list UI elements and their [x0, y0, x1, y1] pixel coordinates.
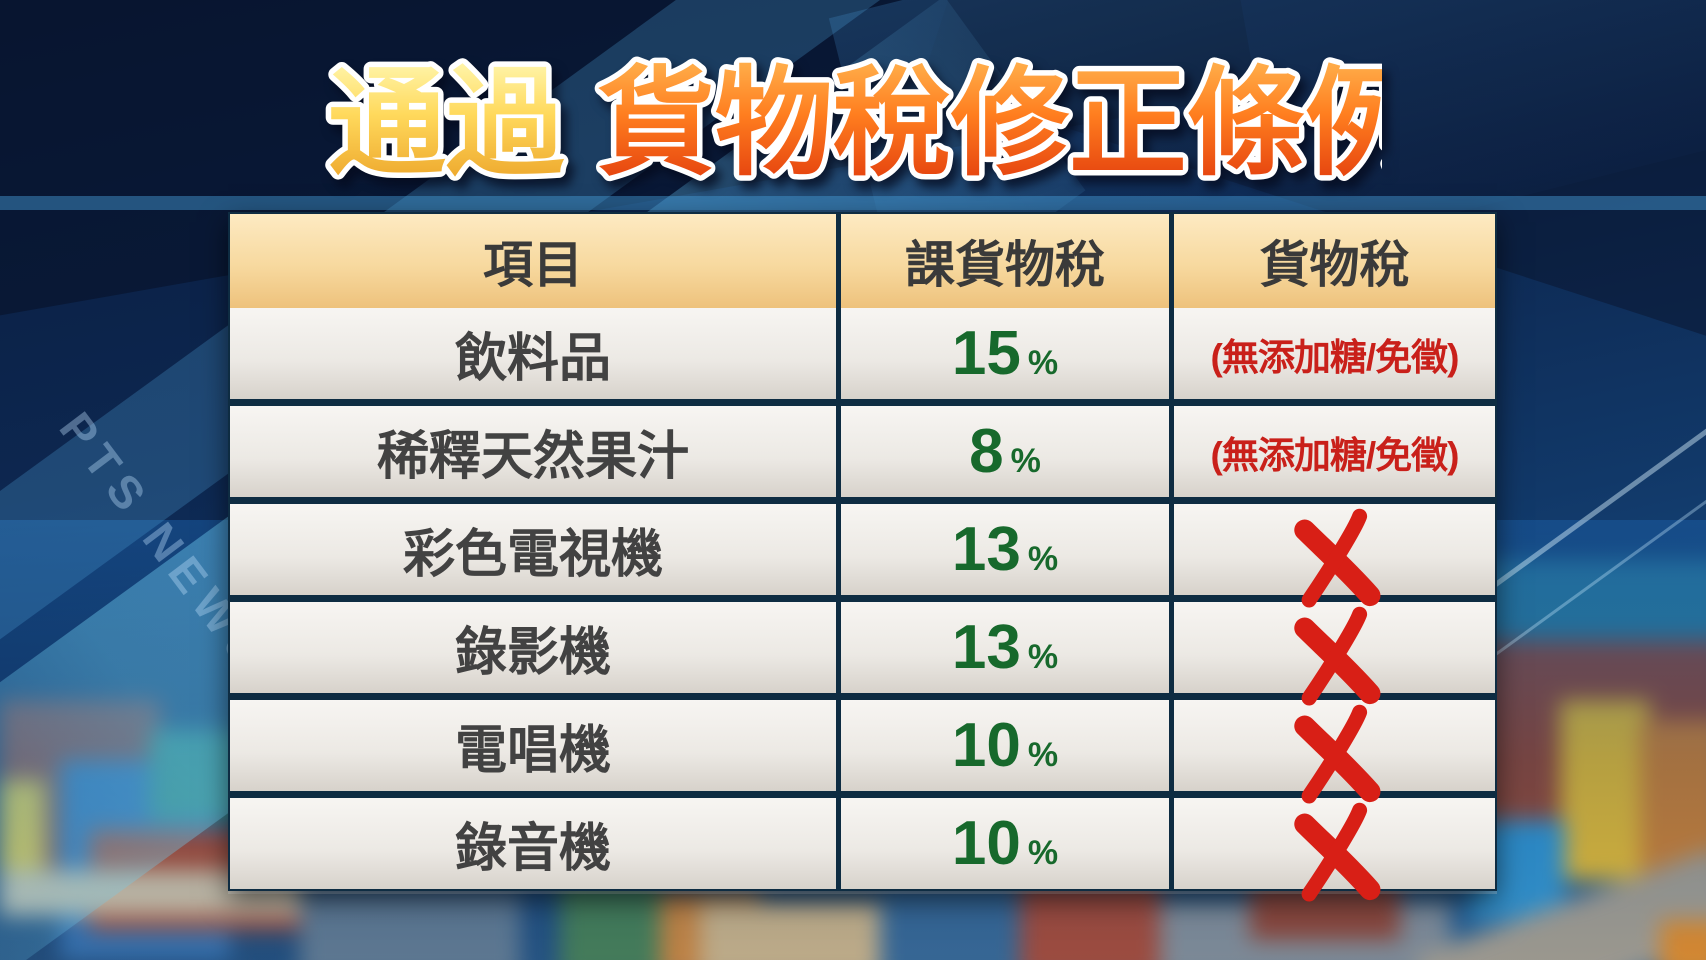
- tax-rate: 13%: [951, 514, 1059, 584]
- cancelled-x-icon: [1293, 508, 1380, 607]
- item-name: 錄音機: [454, 820, 611, 878]
- headline-highlight: 通過: [328, 58, 565, 190]
- item-name: 飲料品: [454, 330, 611, 388]
- tax-rate: 15%: [951, 318, 1059, 388]
- percent-sign: %: [1027, 343, 1059, 382]
- tax-rate: 13%: [951, 612, 1059, 682]
- table-body: 飲料品 15% (無添加糖/免徵) 稀釋天然果汁 8% (無添加糖/免徵) 彩色電視機 13%…: [230, 308, 1495, 901]
- item-name: 彩色電視機: [402, 526, 663, 584]
- cancelled-x-icon: [1293, 802, 1380, 901]
- svg-text:通過 貨物稅修正條例: 通過 貨物稅修正條例: [328, 58, 1382, 190]
- table-row: 飲料品 15% (無添加糖/免徵): [230, 308, 1495, 399]
- percent-sign: %: [1027, 735, 1059, 774]
- cancelled-x-icon: [1293, 606, 1380, 705]
- table-row: 彩色電視機 13%: [230, 504, 1495, 607]
- exempt-note: (無添加糖/免徵): [1210, 434, 1460, 476]
- tax-rate-value: 15: [951, 318, 1021, 388]
- item-name: 稀釋天然果汁: [376, 428, 689, 486]
- table-row: 稀釋天然果汁 8% (無添加糖/免徵): [230, 406, 1495, 497]
- tax-rate-value: 10: [951, 808, 1021, 878]
- tax-rate-value: 13: [951, 514, 1021, 584]
- cancelled-x-icon: [1293, 704, 1380, 803]
- table-row: 錄音機 10%: [230, 798, 1495, 901]
- header-levied-tax-rate: 課貨物稅: [841, 214, 1169, 308]
- item-name: 錄影機: [454, 624, 611, 682]
- tax-rate-value: 10: [951, 710, 1021, 780]
- table-header-row: 項目 課貨物稅 貨物稅: [230, 214, 1495, 308]
- tax-rate-value: 8: [969, 416, 1004, 486]
- exempt-note: (無添加糖/免徵): [1210, 336, 1460, 378]
- header-commodity-tax: 貨物稅: [1174, 214, 1495, 308]
- tax-rate-value: 13: [951, 612, 1021, 682]
- tax-rate: 10%: [951, 710, 1059, 780]
- commodity-tax-table: 項目 課貨物稅 貨物稅 飲料品 15% (無添加糖/免徵) 稀釋天然果汁 8% (無添加糖…: [228, 212, 1497, 901]
- tax-rate: 10%: [951, 808, 1059, 878]
- header-item: 項目: [230, 214, 836, 308]
- percent-sign: %: [1027, 539, 1059, 578]
- headline-rest: 貨物稅修正條例: [597, 58, 1382, 190]
- tax-rate: 8%: [969, 416, 1041, 486]
- table-row: 電唱機 10%: [230, 700, 1495, 803]
- percent-sign: %: [1027, 637, 1059, 676]
- table-row: 錄影機 13%: [230, 602, 1495, 705]
- percent-sign: %: [1010, 441, 1041, 480]
- percent-sign: %: [1027, 833, 1059, 872]
- headline-title: 通過 貨物稅修正條例: [323, 53, 1383, 196]
- horizontal-cyan-strip: [0, 196, 1706, 210]
- item-name: 電唱機: [454, 722, 611, 780]
